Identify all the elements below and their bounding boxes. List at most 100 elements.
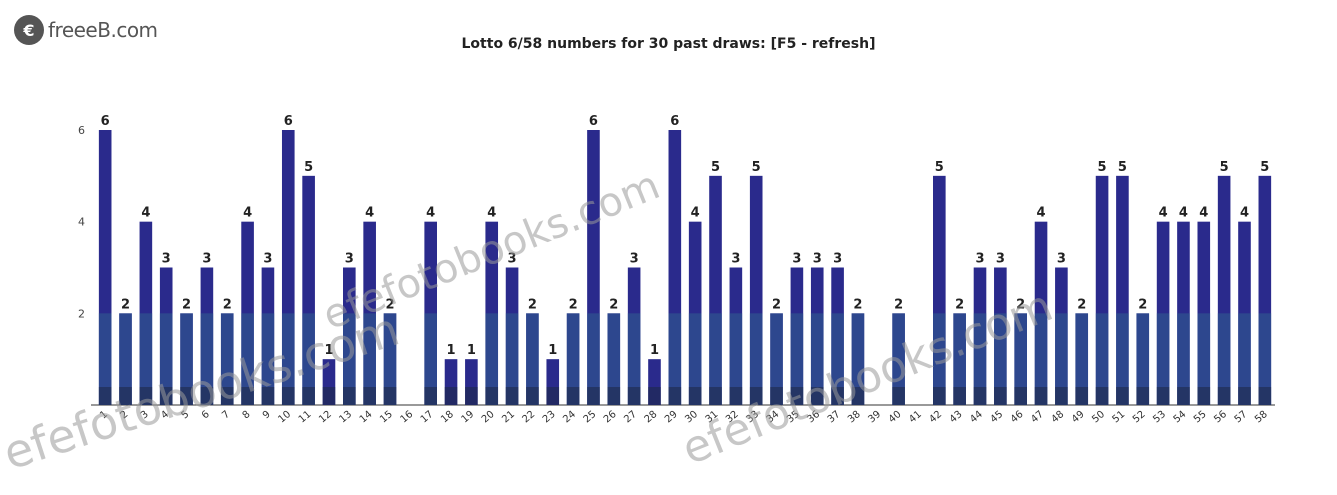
bar-base: [770, 387, 783, 405]
bar-segment: [1156, 313, 1170, 405]
bar-segment: [119, 313, 132, 405]
bar-value-label: 3: [731, 252, 740, 267]
bar-base: [1014, 387, 1027, 405]
bar-base: [1156, 387, 1170, 405]
x-tick-label: 19: [459, 409, 476, 426]
bar-base: [505, 387, 519, 405]
x-tick-label: 47: [1029, 409, 1046, 426]
bar-value-label: 2: [1077, 297, 1086, 312]
bar-base: [281, 387, 295, 405]
x-tick-label: 8: [241, 409, 253, 422]
x-tick-label: 5: [180, 409, 192, 422]
bar-value-label: 4: [487, 206, 496, 221]
x-tick-label: 26: [602, 409, 619, 426]
bar-value-label: 3: [263, 252, 272, 267]
bar-base: [220, 387, 234, 405]
bar-base: [363, 387, 376, 405]
bar-base: [200, 387, 214, 405]
bar-base: [1238, 387, 1251, 405]
x-tick-label: 39: [866, 409, 883, 426]
bar-segment: [220, 313, 234, 405]
bar-value-label: 2: [894, 297, 903, 312]
bar-segment: [1197, 313, 1211, 405]
bar-base: [1197, 387, 1211, 405]
x-tick-label: 9: [261, 409, 273, 422]
bar-value-label: 3: [162, 252, 171, 267]
x-tick-label: 2: [118, 409, 130, 422]
bar-value-label: 3: [508, 252, 517, 267]
bar-segment: [1014, 313, 1027, 405]
bar-segment: [424, 313, 437, 405]
bar-base: [892, 387, 905, 405]
x-tick-label: 11: [297, 409, 314, 426]
bar-base: [648, 387, 661, 405]
x-tick-label: 1: [98, 409, 110, 422]
x-tick-label: 58: [1253, 409, 1270, 426]
x-tick-label: 7: [220, 409, 232, 422]
x-tick-label: 4: [159, 409, 171, 422]
bar-base: [790, 387, 804, 405]
x-tick-label: 48: [1049, 409, 1066, 426]
bar-base: [1095, 387, 1109, 405]
bar-value-label: 3: [792, 252, 801, 267]
x-tick-label: 42: [927, 409, 944, 426]
bar-base: [607, 387, 621, 405]
x-tick-label: 56: [1212, 409, 1229, 426]
bar-base: [851, 387, 865, 405]
bar-value-label: 2: [955, 297, 964, 312]
bar-value-label: 2: [772, 297, 781, 312]
x-tick-label: 43: [948, 409, 965, 426]
bar-segment: [200, 313, 214, 405]
bar-value-label: 5: [1098, 160, 1107, 175]
bar-value-label: 2: [385, 297, 394, 312]
y-tick-label: 6: [78, 124, 85, 137]
bar-base: [729, 387, 743, 405]
bar-value-label: 4: [1037, 206, 1046, 221]
bar-segment: [139, 313, 153, 405]
x-tick-label: 45: [988, 409, 1005, 426]
x-tick-label: 46: [1009, 409, 1026, 426]
bar-segment: [1217, 313, 1231, 405]
bar-segment: [953, 313, 966, 405]
bar-segment: [933, 313, 946, 405]
x-tick-label: 53: [1151, 409, 1168, 426]
bar-segment: [1034, 313, 1048, 405]
bar-value-label: 2: [609, 297, 618, 312]
bar-segment: [505, 313, 519, 405]
bar-base: [749, 387, 763, 405]
bar-segment: [851, 313, 865, 405]
bar-base: [1177, 387, 1190, 405]
bar-value-label: 2: [853, 297, 862, 312]
bar-base: [1034, 387, 1048, 405]
bar-base: [465, 387, 478, 405]
x-tick-label: 6: [200, 409, 212, 422]
bar-segment: [709, 313, 722, 405]
bar-value-label: 5: [1118, 160, 1127, 175]
bar-segment: [526, 313, 539, 405]
bar-base: [383, 387, 397, 405]
bar-base: [688, 387, 702, 405]
bar-segment: [180, 313, 193, 405]
bar-segment: [566, 313, 580, 405]
bar-value-label: 4: [141, 206, 150, 221]
bar-segment: [485, 313, 499, 405]
x-tick-label: 18: [439, 409, 456, 426]
bar-segment: [994, 313, 1007, 405]
bar-value-label: 3: [833, 252, 842, 267]
bar-value-label: 5: [1220, 160, 1229, 175]
bar-value-label: 5: [711, 160, 720, 175]
bar-value-label: 6: [284, 114, 293, 129]
x-tick-label: 23: [541, 409, 558, 426]
bar-value-label: 3: [813, 252, 822, 267]
bar-value-label: 4: [691, 206, 700, 221]
bar-segment: [587, 313, 600, 405]
bar-value-label: 1: [447, 343, 456, 358]
bar-value-label: 4: [1240, 206, 1249, 221]
x-tick-label: 15: [378, 409, 395, 426]
bar-value-label: 4: [1199, 206, 1208, 221]
bar-segment: [363, 313, 376, 405]
bar-base: [119, 387, 132, 405]
bar-value-label: 3: [975, 252, 984, 267]
bar-base: [424, 387, 437, 405]
bar-value-label: 4: [243, 206, 252, 221]
